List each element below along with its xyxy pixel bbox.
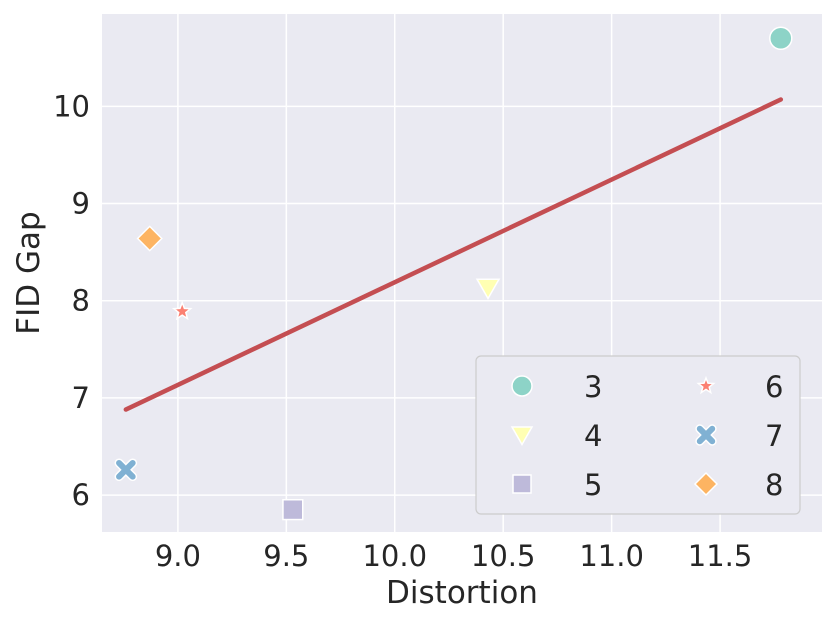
data-point-series-4	[475, 278, 501, 301]
data-point-series-6	[171, 300, 193, 321]
data-point-series-3	[769, 26, 793, 51]
legend-marker-5	[512, 474, 532, 494]
legend-label: 3	[584, 370, 602, 404]
grid-lines	[102, 14, 822, 532]
x-tick-label: 10.5	[471, 539, 536, 573]
y-tick-label: 7	[72, 381, 90, 415]
y-axis-label: FID Gap	[11, 211, 47, 334]
data-point-series-5	[282, 498, 304, 521]
y-tick-label: 6	[72, 478, 90, 512]
legend-marker-8	[693, 471, 719, 497]
tick-labels: 9.0 9.5 10.0 10.5 11.0 11.5 6 7 8 9 10	[53, 89, 752, 573]
x-tick-label: 11.5	[688, 539, 753, 573]
x-axis-label: Distortion	[386, 575, 538, 611]
legend-marker-6	[696, 375, 716, 395]
data-points	[114, 26, 793, 521]
y-tick-label: 10	[53, 89, 90, 123]
legend-label: 6	[765, 370, 783, 404]
x-tick-label: 11.0	[579, 539, 644, 573]
fit-line	[123, 97, 784, 412]
legend-label: 5	[584, 468, 602, 502]
legend-label: 8	[765, 468, 783, 502]
x-tick-label: 10.0	[362, 539, 427, 573]
legend: 3 4 5 6 7 8	[475, 355, 801, 515]
x-tick-label: 9.5	[263, 539, 309, 573]
legend-label: 4	[584, 419, 602, 453]
legend-marker-3	[511, 375, 533, 397]
fit-line-group	[123, 97, 784, 412]
y-tick-label: 8	[72, 284, 90, 318]
legend-marker-4	[510, 426, 534, 447]
legend-marker-7	[695, 424, 717, 446]
y-tick-label: 9	[72, 187, 90, 221]
data-point-series-8	[136, 225, 163, 252]
data-point-series-7	[114, 458, 138, 482]
x-tick-label: 9.0	[155, 539, 201, 573]
legend-label: 7	[765, 419, 783, 453]
legend-box	[475, 355, 801, 515]
